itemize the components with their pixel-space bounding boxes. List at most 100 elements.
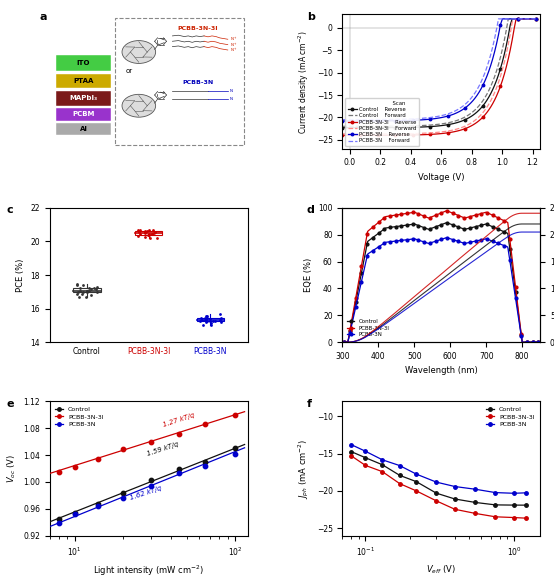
Point — [83, 287, 91, 297]
Point — [73, 280, 81, 289]
Point — [141, 233, 150, 242]
Point — [94, 454, 102, 464]
Bar — [197, 319, 224, 321]
Point — [217, 314, 225, 323]
Point — [147, 229, 156, 238]
Point — [140, 226, 149, 236]
Point — [198, 320, 207, 329]
Bar — [56, 55, 111, 71]
Point — [201, 461, 209, 471]
Text: d: d — [307, 205, 315, 215]
Point — [93, 287, 102, 297]
Point — [140, 228, 149, 237]
Point — [119, 494, 127, 503]
Point — [147, 476, 156, 485]
Point — [201, 458, 209, 467]
X-axis label: Wavelength (nm): Wavelength (nm) — [405, 366, 478, 376]
Point — [77, 289, 86, 298]
Text: N$^+$: N$^+$ — [230, 41, 238, 48]
Point — [206, 320, 215, 329]
Point — [201, 314, 210, 323]
Point — [175, 429, 184, 438]
Y-axis label: Current density (mA cm$^{-2}$): Current density (mA cm$^{-2}$) — [297, 29, 311, 134]
Y-axis label: $J_{ph}$ (mA cm$^{-2}$): $J_{ph}$ (mA cm$^{-2}$) — [297, 438, 311, 499]
Point — [146, 234, 155, 243]
Point — [200, 316, 209, 325]
Point — [230, 444, 239, 453]
Bar — [56, 74, 111, 88]
Point — [150, 228, 159, 237]
Point — [201, 419, 209, 429]
Point — [85, 283, 94, 293]
Point — [143, 230, 152, 240]
Legend: Control, PCBB-3N-3I, PCBB-3N: Control, PCBB-3N-3I, PCBB-3N — [345, 317, 392, 339]
Bar — [56, 108, 111, 120]
Point — [202, 312, 211, 321]
Point — [211, 317, 219, 326]
Point — [140, 228, 149, 237]
Point — [119, 489, 127, 498]
Text: PCBM: PCBM — [72, 112, 95, 118]
Y-axis label: PCE (%): PCE (%) — [16, 259, 25, 291]
Point — [55, 518, 64, 527]
Text: N: N — [230, 97, 233, 101]
Circle shape — [122, 40, 156, 63]
X-axis label: Light intensity (mW cm$^{-2}$): Light intensity (mW cm$^{-2}$) — [93, 563, 204, 576]
Point — [55, 514, 64, 524]
Point — [202, 313, 211, 323]
Text: N$^+$: N$^+$ — [230, 35, 238, 43]
Point — [55, 468, 64, 477]
Point — [201, 313, 209, 322]
Text: 1.62 kT/q: 1.62 kT/q — [130, 485, 163, 501]
Bar — [135, 232, 162, 235]
Point — [70, 510, 79, 519]
Point — [78, 287, 87, 297]
Point — [201, 317, 210, 327]
Point — [175, 468, 184, 478]
Point — [207, 318, 216, 327]
Bar — [56, 123, 111, 135]
Point — [76, 284, 85, 293]
Text: ITO: ITO — [76, 60, 90, 66]
Point — [94, 502, 102, 511]
Point — [206, 316, 215, 325]
Circle shape — [122, 94, 156, 117]
Legend: Control, PCBB-3N-3I, PCBB-3N: Control, PCBB-3N-3I, PCBB-3N — [53, 404, 106, 429]
Point — [153, 233, 162, 242]
Point — [135, 228, 143, 237]
X-axis label: Voltage (V): Voltage (V) — [418, 173, 465, 182]
Legend: Control    Reverse, Control    Forward, PCBB-3N-3I    Reverse, PCBB-3N-3I    For: Control Reverse, Control Forward, PCBB-3… — [345, 98, 419, 146]
Text: PTAA: PTAA — [73, 78, 94, 84]
Point — [147, 481, 156, 490]
Point — [206, 314, 215, 324]
Point — [136, 230, 145, 239]
Bar — [115, 18, 244, 145]
Point — [175, 465, 184, 474]
Text: PCBB-3N-3I: PCBB-3N-3I — [178, 26, 218, 31]
Point — [217, 317, 225, 326]
Point — [230, 449, 239, 458]
X-axis label: $V_{eff}$ (V): $V_{eff}$ (V) — [427, 563, 456, 576]
Point — [150, 228, 159, 237]
Point — [147, 437, 156, 446]
Point — [70, 462, 79, 471]
Point — [94, 499, 102, 509]
Y-axis label: $V_{oc}$ (V): $V_{oc}$ (V) — [5, 454, 18, 483]
Text: 1.27 kT/q: 1.27 kT/q — [162, 412, 195, 428]
Point — [93, 283, 101, 292]
Point — [134, 231, 143, 240]
Point — [145, 225, 153, 234]
Point — [202, 317, 211, 326]
Y-axis label: EQE (%): EQE (%) — [304, 258, 312, 292]
Point — [74, 292, 83, 301]
Point — [86, 285, 95, 294]
Point — [119, 444, 127, 453]
Point — [136, 226, 145, 235]
Point — [230, 411, 239, 420]
Point — [85, 286, 94, 295]
Text: or: or — [125, 68, 132, 74]
Text: c: c — [6, 205, 13, 215]
Text: N: N — [230, 89, 233, 93]
Point — [70, 508, 79, 517]
Point — [196, 316, 204, 325]
